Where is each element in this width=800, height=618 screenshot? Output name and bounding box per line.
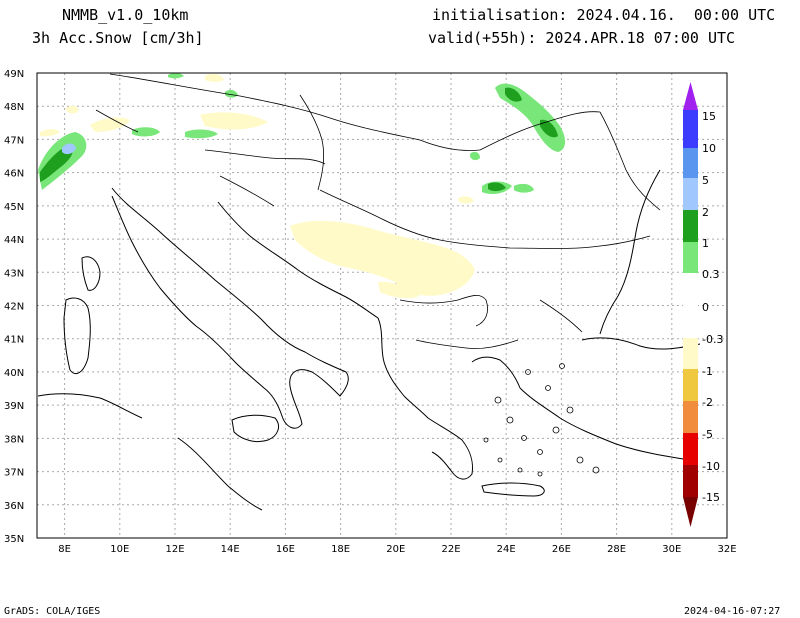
lat-label: 49N	[4, 69, 24, 80]
colorbar-label: -0.3	[702, 333, 723, 346]
colorbar-label: -2	[702, 396, 713, 409]
lat-label: 35N	[4, 534, 24, 545]
longitude-labels: 8E 10E 12E 14E 16E 18E 20E 22E 24E 26E 28E 30E 32E	[58, 544, 736, 555]
colorbar-segment	[683, 210, 698, 242]
lat-label: 37N	[4, 468, 24, 479]
lon-label: 10E	[110, 544, 129, 555]
map-frame	[36, 72, 728, 539]
lat-label: 43N	[4, 268, 24, 279]
coastlines	[37, 169, 701, 511]
lat-label: 46N	[4, 169, 24, 180]
lon-label: 8E	[58, 544, 71, 555]
colorbar-label: 2	[702, 206, 709, 219]
colorbar-segment	[683, 110, 698, 148]
colorbar-segment	[683, 242, 698, 273]
colorbar-label: 0.3	[702, 268, 720, 281]
footer-right: 2024-04-16-07:27	[684, 606, 781, 617]
lon-label: 22E	[441, 544, 460, 555]
footer-left: GrADS: COLA/IGES	[4, 606, 101, 617]
colorbar-top-arrow	[683, 82, 698, 110]
lat-label: 47N	[4, 135, 24, 146]
colorbar-label: 1	[702, 237, 709, 250]
lat-label: 36N	[4, 501, 24, 512]
lat-label: 40N	[4, 368, 24, 379]
colorbar-segment	[683, 273, 698, 306]
lat-label: 42N	[4, 302, 24, 313]
snow-field-carpathians	[470, 83, 566, 194]
lon-label: 12E	[165, 544, 184, 555]
colorbar-label: 15	[702, 110, 716, 123]
snow-field-alps-pale	[40, 73, 268, 137]
colorbar-label: 10	[702, 142, 716, 155]
country-borders	[95, 73, 661, 349]
variable-title: 3h Acc.Snow [cm/3h]	[32, 29, 204, 47]
snow-field-alps	[38, 72, 238, 190]
lon-label: 32E	[717, 544, 736, 555]
colorbar: 15 10 5 2 1 0.3 0 -0.3 -1 -2 -5 -10 -15	[683, 82, 723, 527]
colorbar-segment	[683, 306, 698, 338]
lon-label: 24E	[497, 544, 516, 555]
colorbar-label: 5	[702, 174, 709, 187]
colorbar-bottom-arrow	[683, 497, 698, 527]
lon-label: 18E	[331, 544, 350, 555]
valid-time: valid(+55h): 2024.APR.18 07:00 UTC	[428, 29, 736, 47]
colorbar-segment	[683, 369, 698, 401]
colorbar-label: -10	[702, 460, 720, 473]
lat-label: 48N	[4, 102, 24, 113]
lat-label: 41N	[4, 335, 24, 346]
colorbar-segment	[683, 433, 698, 465]
lon-label: 26E	[552, 544, 571, 555]
lat-label: 39N	[4, 401, 24, 412]
aegean-islands	[483, 363, 600, 477]
grid-lines	[37, 73, 727, 538]
lon-label: 30E	[662, 544, 681, 555]
colorbar-label: -1	[702, 365, 713, 378]
colorbar-segment	[683, 338, 698, 369]
colorbar-label: -15	[702, 491, 720, 504]
colorbar-segment	[683, 148, 698, 178]
model-title: NMMB_v1.0_10km	[62, 6, 189, 24]
latitude-labels: 49N 48N 47N 46N 45N 44N 43N 42N 41N 40N 39N 38N 37N 3…	[4, 69, 24, 545]
lat-label: 38N	[4, 434, 24, 445]
colorbar-label: 0	[702, 301, 709, 314]
snow-field-balkans	[290, 196, 475, 299]
lat-label: 45N	[4, 202, 24, 213]
colorbar-segment	[683, 465, 698, 497]
colorbar-segment	[683, 401, 698, 433]
init-time: initialisation: 2024.04.16. 00:00 UTC	[432, 6, 776, 24]
lat-label: 44N	[4, 235, 24, 246]
lon-label: 28E	[607, 544, 626, 555]
lon-label: 20E	[386, 544, 405, 555]
lon-label: 16E	[276, 544, 295, 555]
lon-label: 14E	[221, 544, 240, 555]
colorbar-label: -5	[702, 428, 713, 441]
colorbar-segment	[683, 178, 698, 210]
